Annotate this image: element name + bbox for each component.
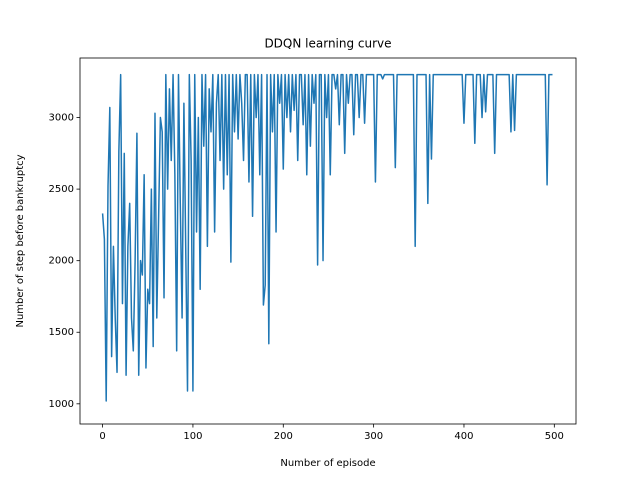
x-tick-label: 200: [274, 431, 293, 442]
y-tick-label: 2000: [49, 256, 74, 267]
y-tick-label: 2500: [49, 184, 74, 195]
y-axis-label: Number of step before bankruptcy: [15, 154, 26, 327]
y-tick-label: 3000: [49, 113, 74, 124]
x-tick-label: 500: [545, 431, 564, 442]
plot-frame: [79, 57, 577, 425]
y-tick-label: 1000: [49, 399, 74, 410]
x-tick-label: 300: [364, 431, 383, 442]
x-tick-label: 400: [454, 431, 473, 442]
chart-title: DDQN learning curve: [264, 37, 391, 51]
line: [101, 73, 553, 402]
x-tick-label: 0: [99, 431, 105, 442]
y-tick-label: 1500: [49, 327, 74, 338]
x-axis-label: Number of episode: [280, 458, 375, 469]
x-tick-label: 100: [183, 431, 202, 442]
